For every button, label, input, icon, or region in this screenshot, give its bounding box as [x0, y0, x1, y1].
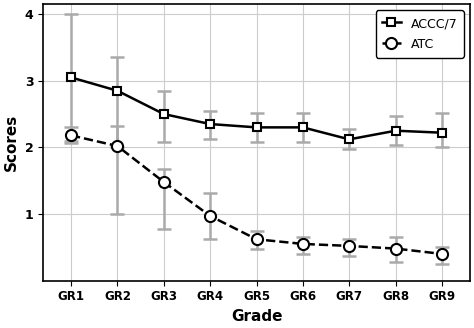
ACCC/7 — [68, 75, 74, 79]
Line: ATC: ATC — [65, 130, 447, 259]
Legend: ACCC/7, ATC: ACCC/7, ATC — [375, 10, 464, 58]
ATC — [254, 237, 259, 241]
ATC — [115, 144, 120, 148]
ACCC/7 — [439, 131, 445, 135]
ACCC/7 — [300, 125, 306, 129]
ATC — [439, 252, 445, 256]
ATC — [300, 242, 306, 246]
ATC — [207, 214, 213, 218]
Y-axis label: Scores: Scores — [4, 114, 19, 171]
ATC — [393, 247, 399, 251]
ATC — [68, 133, 74, 137]
ATC — [346, 244, 352, 248]
ACCC/7 — [346, 137, 352, 141]
ATC — [161, 180, 166, 184]
X-axis label: Grade: Grade — [231, 309, 282, 324]
ACCC/7 — [254, 125, 259, 129]
ACCC/7 — [161, 112, 166, 116]
Line: ACCC/7: ACCC/7 — [67, 73, 446, 144]
ACCC/7 — [115, 89, 120, 93]
ACCC/7 — [207, 122, 213, 126]
ACCC/7 — [393, 129, 399, 133]
